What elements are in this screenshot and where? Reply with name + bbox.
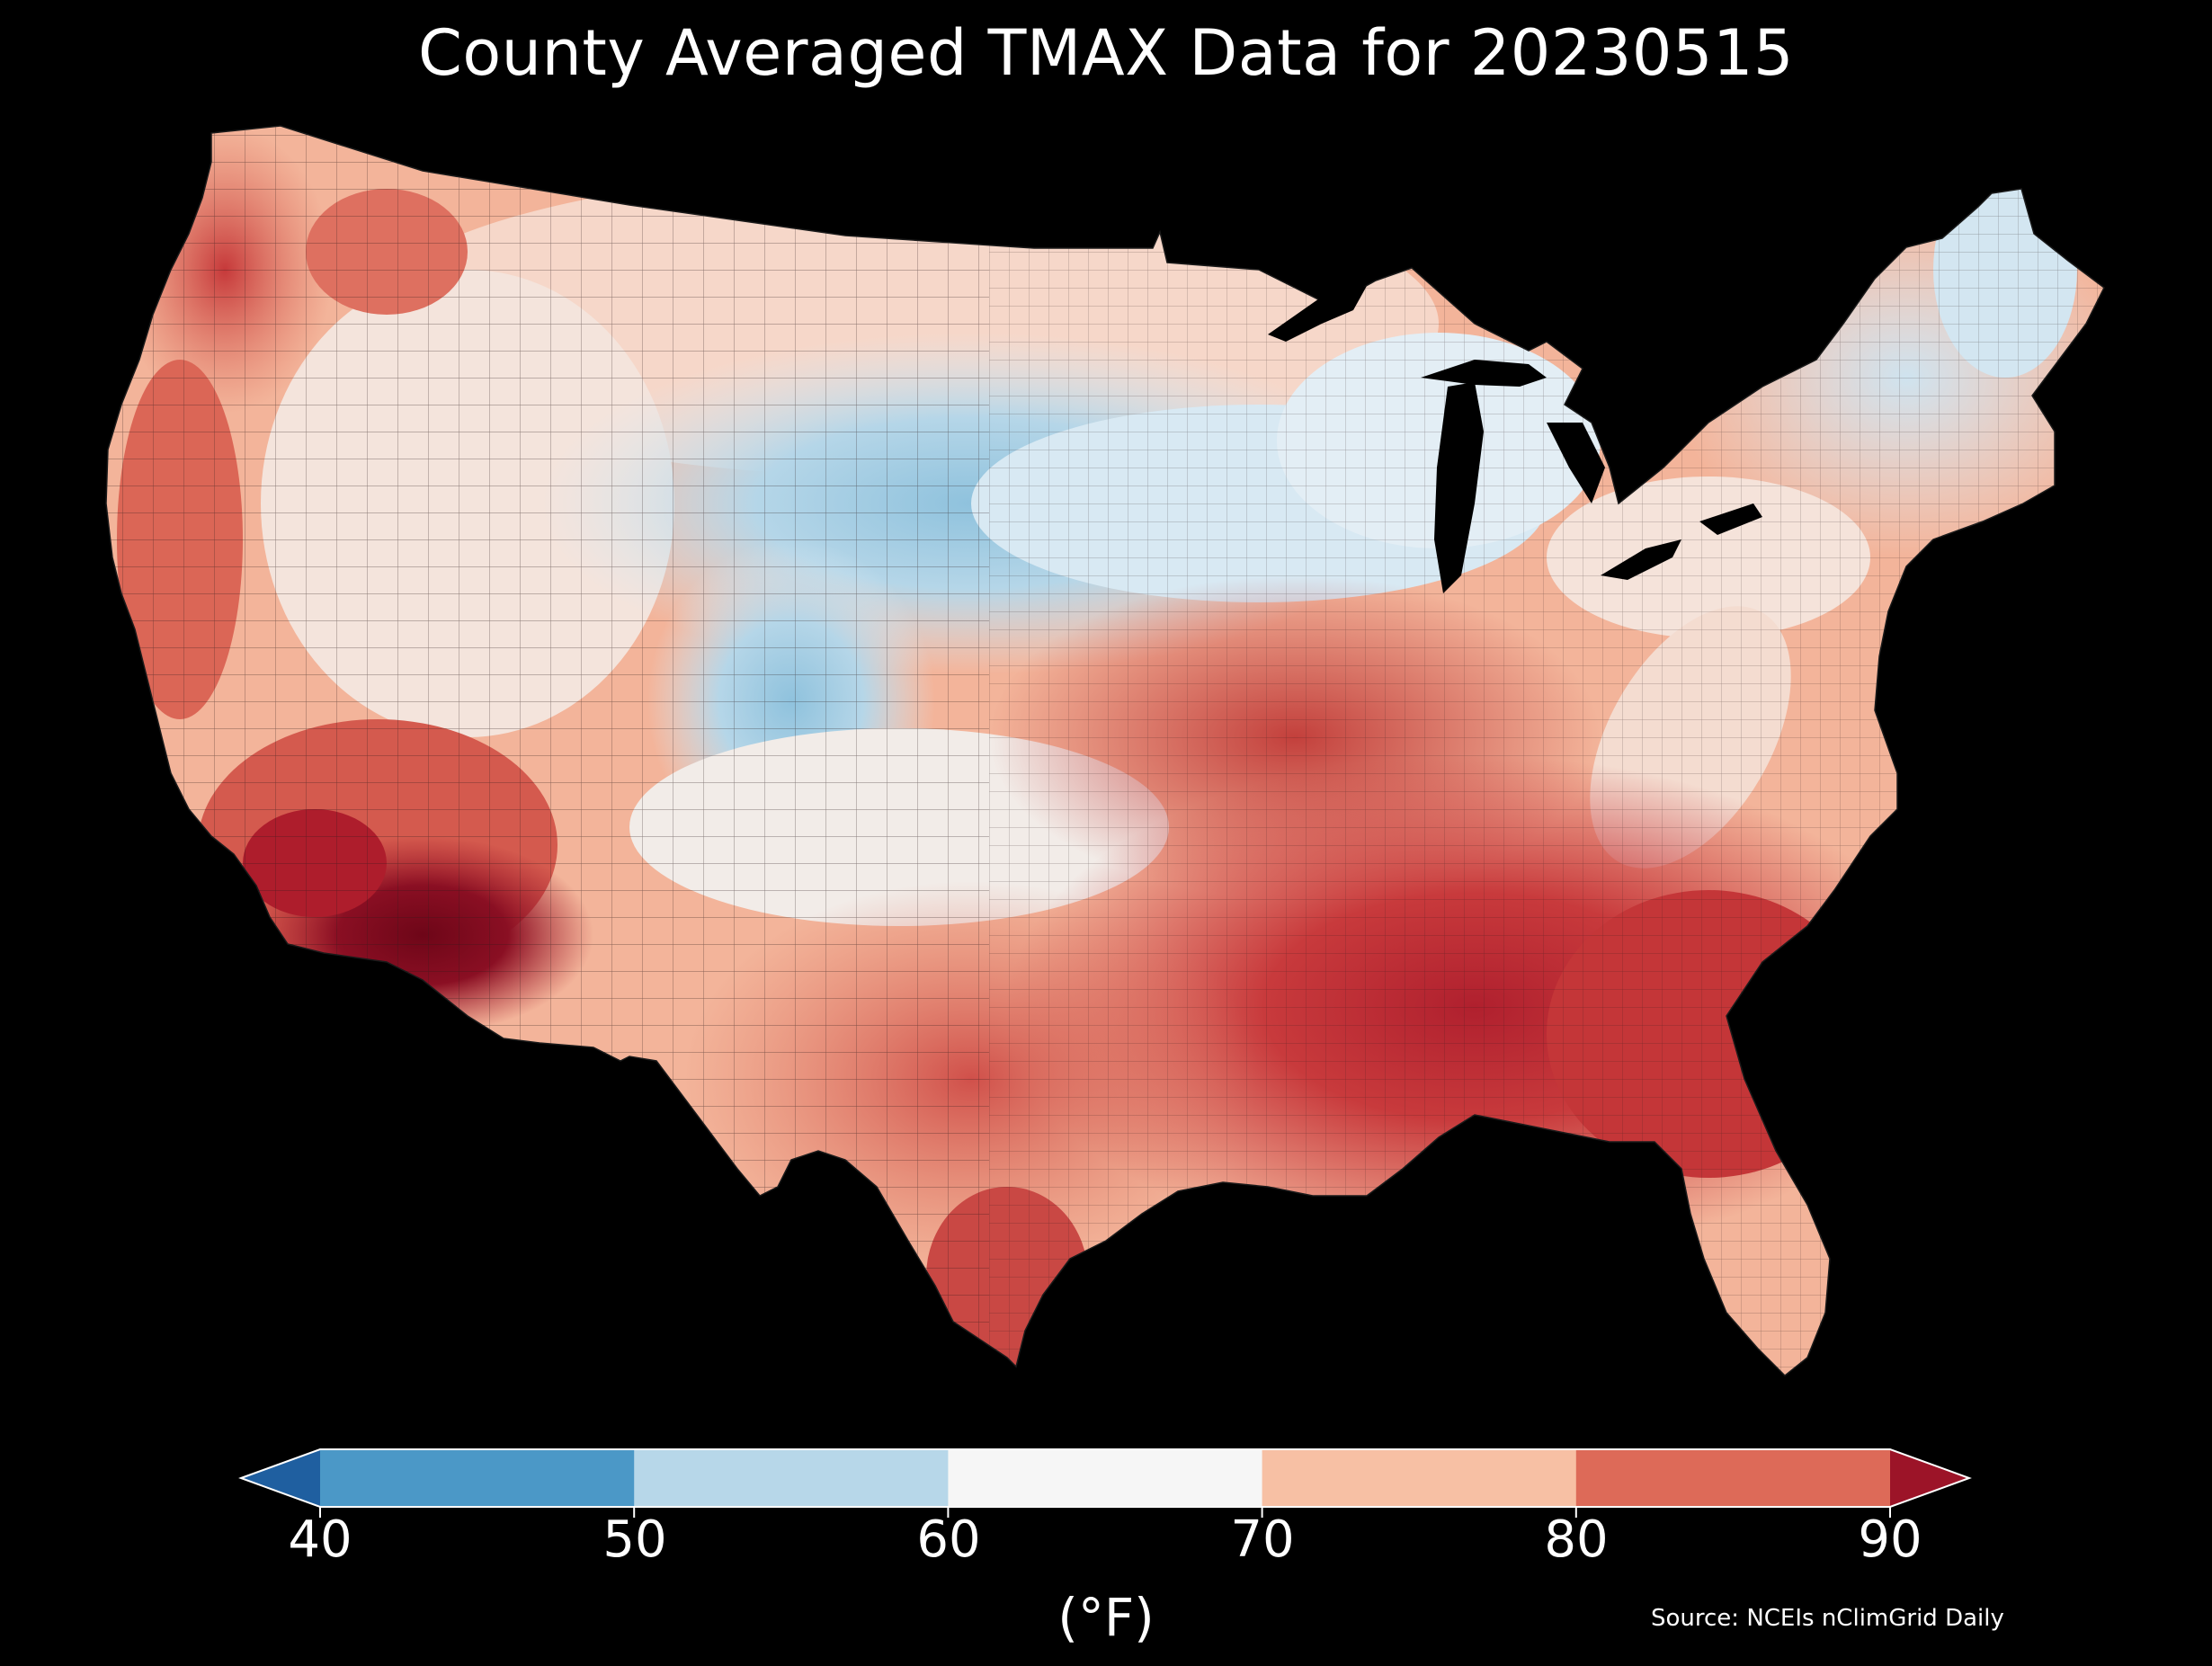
colorbar-unit-label: (°F) [1057, 1587, 1155, 1648]
colorbar-tick-90: 90 [1858, 1510, 1922, 1569]
great-lakes [1268, 286, 1762, 593]
colorbar-tick-70: 70 [1230, 1510, 1295, 1569]
colorbar-bin-70-80 [1262, 1449, 1577, 1507]
map-title: County Averaged TMAX Data for 20230515 [417, 16, 1795, 90]
source-credit: Source: NCEIs nClimGrid Daily [1651, 1605, 2004, 1632]
colorbar-extend-low [241, 1449, 320, 1507]
colorbar-extend-high [1890, 1449, 1969, 1507]
colorbar-bin-80-90 [1575, 1449, 1891, 1507]
colorbar-tick-80: 80 [1544, 1510, 1609, 1569]
colorbar-tick-50: 50 [602, 1510, 667, 1569]
colorbar-bin-60-70 [948, 1449, 1263, 1507]
colorbar-tick-40: 40 [288, 1510, 352, 1569]
colorbar-bin-50-60 [634, 1449, 949, 1507]
colorbar-tick-60: 60 [916, 1510, 981, 1569]
colorbar-bin-40-50 [320, 1449, 635, 1507]
